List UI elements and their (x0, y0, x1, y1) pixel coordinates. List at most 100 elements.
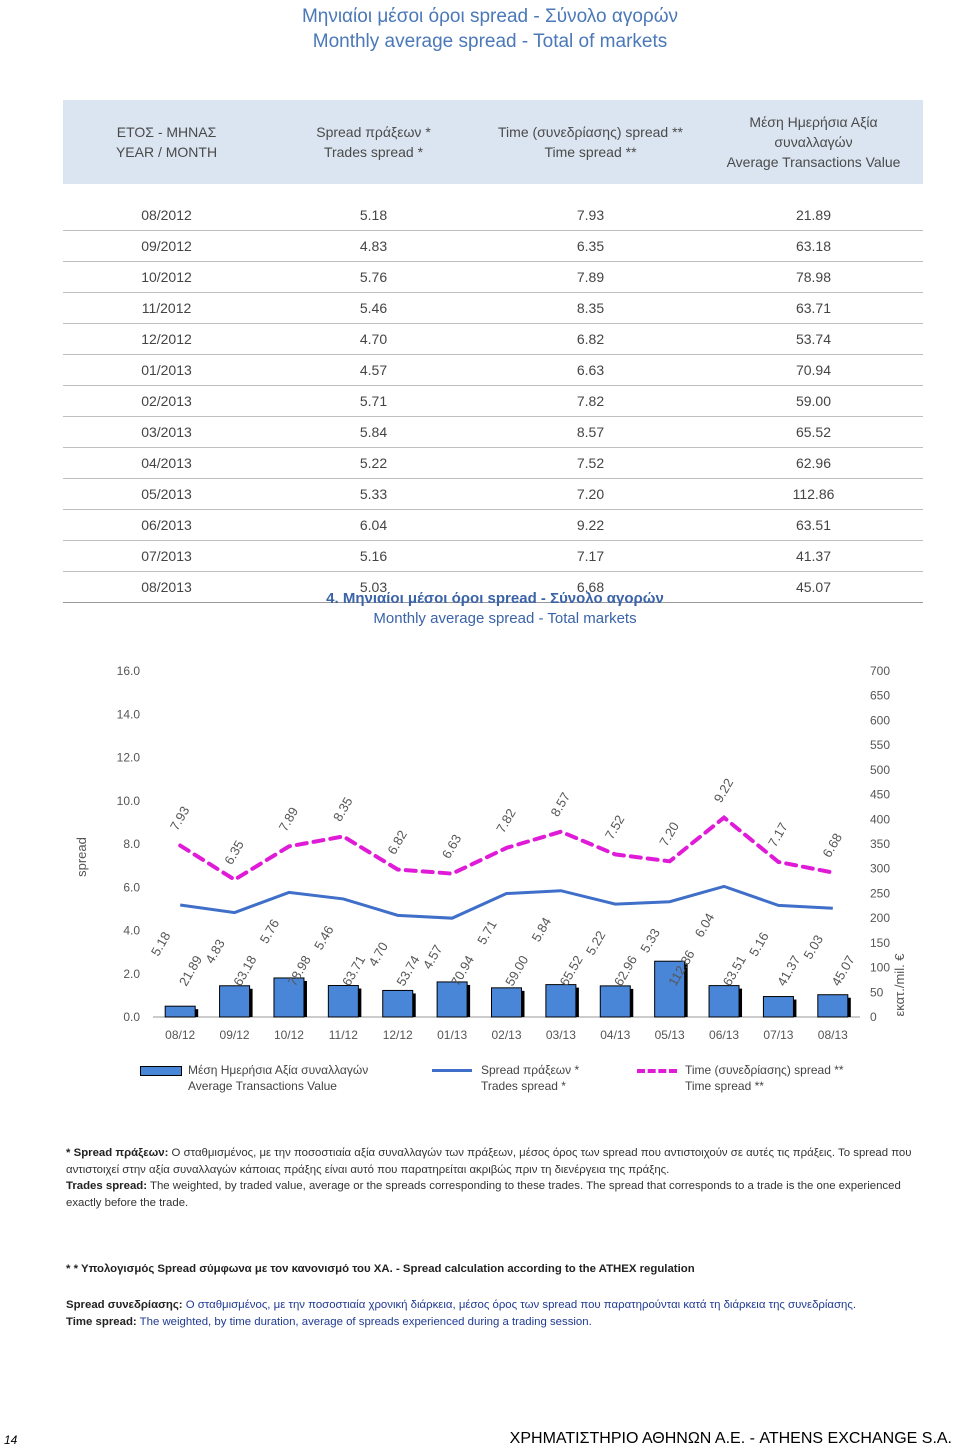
avg-value-data-label: 65.52 (556, 953, 585, 989)
cell-time-spread: 8.57 (477, 416, 704, 448)
cell-trades-spread: 4.83 (270, 230, 477, 262)
trades-spread-data-label: 4.57 (420, 942, 446, 971)
note-time-spread: Spread συνεδρίασης: Ο σταθμισμένος, με τ… (66, 1297, 922, 1330)
bar (545, 984, 577, 1018)
time-spread-data-label: 7.52 (602, 812, 628, 841)
x-tick-label: 05/13 (655, 1028, 685, 1042)
time-spread-data-label: 7.17 (765, 820, 791, 849)
cell-time-spread: 7.17 (477, 540, 704, 572)
y2-tick-label: 0 (870, 1010, 877, 1024)
cell-avg-value: 63.18 (704, 230, 923, 262)
y-tick-label: 10.0 (117, 794, 141, 808)
page-title-english: Monthly average spread - Total of market… (312, 31, 668, 52)
y2-tick-label: 200 (870, 911, 890, 925)
cell-month: 08/2012 (63, 200, 270, 231)
cell-trades-spread: 5.18 (270, 200, 477, 231)
legend-label-en: Trades spread * (481, 1079, 566, 1093)
legend-label-en: Average Transactions Value (188, 1079, 337, 1093)
table-row: 03/2013 5.84 8.57 65.52 (63, 416, 923, 448)
y2-tick-label: 450 (870, 788, 890, 802)
bar (708, 985, 740, 1018)
y2-tick-label: 550 (870, 738, 890, 752)
note-trades-spread: * Spread πράξεων: Ο σταθμισμένος, με την… (66, 1145, 922, 1211)
page-number: 14 (4, 1433, 18, 1447)
legend-label-en: Time spread ** (685, 1079, 764, 1093)
chart-title-english: Monthly average spread - Total markets (373, 610, 637, 627)
note-text: Ο σταθμισμένος, με την ποσοστιαία χρονικ… (182, 1299, 857, 1311)
legend-item-time-spread: Time (συνεδρίασης) spread ** Time spread … (685, 1062, 844, 1094)
y2-tick-label: 100 (870, 961, 890, 975)
y2-tick-label: 500 (870, 763, 890, 777)
table-row: 08/2013 5.03 6.68 45.07 (63, 571, 923, 603)
cell-trades-spread: 5.76 (270, 261, 477, 293)
bar (654, 960, 686, 1018)
x-tick-label: 04/13 (600, 1028, 630, 1042)
cell-trades-spread: 6.04 (270, 509, 477, 541)
legend-label-gr: Time (συνεδρίασης) spread ** (685, 1063, 844, 1077)
page-title-greek: Μηνιαίοι μέσοι όροι spread - Σύνολο αγορ… (301, 6, 679, 27)
cell-avg-value: 65.52 (704, 416, 923, 448)
avg-value-data-label: 59.00 (502, 953, 531, 989)
time-spread-line (178, 815, 835, 883)
cell-trades-spread: 4.70 (270, 323, 477, 355)
table-row: 04/2013 5.22 7.52 62.96 (63, 447, 923, 479)
table-row: 07/2013 5.16 7.17 41.37 (63, 540, 923, 572)
trades-spread-data-label: 5.76 (257, 917, 283, 946)
cell-time-spread: 7.20 (477, 478, 704, 510)
cell-time-spread: 6.63 (477, 354, 704, 386)
cell-month: 06/2013 (63, 509, 270, 541)
avg-value-data-label: 53.74 (393, 953, 422, 989)
time-spread-data-label: 7.82 (493, 806, 519, 835)
y2-tick-label: 250 (870, 886, 890, 900)
x-tick-label: 06/13 (709, 1028, 739, 1042)
cell-avg-value: 63.51 (704, 509, 923, 541)
cell-avg-value: 45.07 (704, 571, 923, 603)
bar (436, 981, 468, 1018)
header-gr: ΕΤΟΣ - ΜΗΝΑΣ (116, 124, 217, 140)
legend-item-avg-value: Μέση Ημερήσια Αξία συναλλαγών Average Tra… (188, 1062, 368, 1094)
bar (164, 1005, 196, 1018)
table-row: 05/2013 5.33 7.20 112.86 (63, 478, 923, 510)
cell-avg-value: 21.89 (704, 200, 923, 231)
trades-spread-data-label: 5.46 (311, 923, 337, 952)
bar (382, 989, 414, 1018)
table-row: 08/2012 5.18 7.93 21.89 (63, 200, 923, 231)
table-header-row: ΕΤΟΣ - ΜΗΝΑΣ YEAR / MONTH Spread πράξεων … (63, 100, 923, 184)
note-label: Time spread: (66, 1315, 137, 1328)
x-tick-label: 09/12 (220, 1028, 250, 1042)
cell-time-spread: 6.35 (477, 230, 704, 262)
table-row: 09/2012 4.83 6.35 63.18 (63, 230, 923, 262)
legend-line-swatch (432, 1069, 472, 1072)
cell-avg-value: 78.98 (704, 261, 923, 293)
avg-value-data-label: 21.89 (176, 953, 205, 989)
y2-tick-label: 300 (870, 862, 890, 876)
avg-value-data-label: 63.71 (339, 953, 368, 989)
cell-avg-value: 41.37 (704, 540, 923, 572)
avg-value-data-label: 41.37 (774, 953, 803, 989)
time-spread-data-label: 6.68 (819, 831, 845, 860)
note-atex-regulation: * * Υπολογισμός Spread σύμφωνα με τον κα… (66, 1261, 922, 1278)
legend-dash-swatch (637, 1069, 677, 1073)
cell-trades-spread: 5.71 (270, 385, 477, 417)
header-avg-value: Μέση Ημερήσια Αξία συναλλαγών Average Tra… (704, 100, 923, 184)
page-footer: ΧΡΗΜΑΤΙΣΤΗΡΙΟ ΑΘΗΝΩΝ Α.Ε. - ATHENS EXCHA… (509, 1430, 952, 1447)
table-row: 02/2013 5.71 7.82 59.00 (63, 385, 923, 417)
spread-chart: 0.0 2.0 4.0 6.0 8.0 10.0 12.0 14.0 16.0 0 50 100 150… (74, 664, 907, 1042)
cell-avg-value: 112.86 (704, 478, 923, 510)
cell-month: 07/2013 (63, 540, 270, 572)
trades-spread-data-label: 4.83 (202, 937, 228, 966)
time-spread-data-label: 8.35 (330, 795, 356, 824)
time-spread-data-label: 6.35 (221, 838, 247, 867)
time-spread-data-label: 6.82 (384, 828, 410, 857)
y-tick-label: 16.0 (117, 664, 141, 678)
table-row: 01/2013 4.57 6.63 70.94 (63, 354, 923, 386)
x-tick-label: 07/13 (763, 1028, 793, 1042)
note-heading: * * Υπολογισμός Spread σύμφωνα με τον κα… (66, 1263, 695, 1275)
bar (491, 987, 522, 1018)
y2-tick-label: 50 (870, 985, 884, 999)
y-tick-label: 4.0 (123, 924, 140, 938)
table-row: 10/2012 5.76 7.89 78.98 (63, 261, 923, 293)
y-tick-label: 0.0 (123, 1010, 140, 1024)
cell-month: 08/2013 (63, 571, 270, 603)
header-time-spread: Time (συνεδρίασης) spread ** Time spread … (477, 100, 704, 184)
